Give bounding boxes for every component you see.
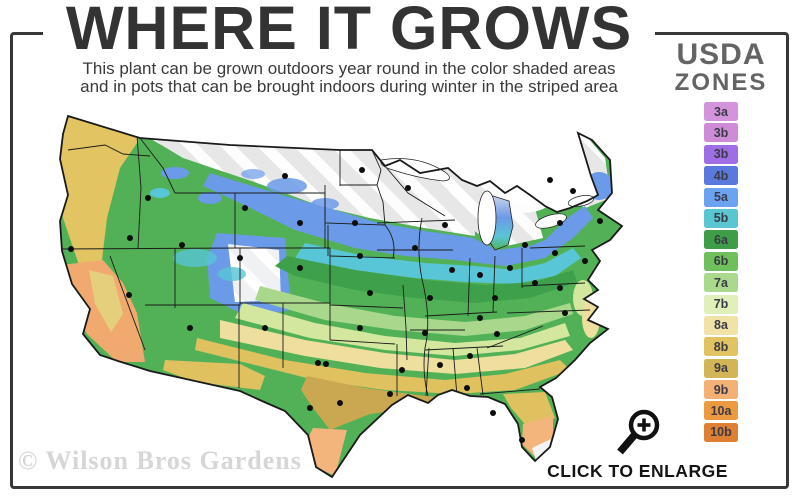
city-dot: [582, 258, 588, 264]
city-dot: [68, 246, 74, 252]
city-dot: [557, 220, 563, 226]
click-to-enlarge[interactable]: CLICK TO ENLARGE: [545, 406, 730, 482]
subtitle-line-2: and in pots that can be brought indoors …: [80, 77, 618, 96]
city-dot: [519, 437, 525, 443]
city-dots-layer: [68, 167, 603, 443]
city-dot: [145, 195, 151, 201]
city-dot: [307, 405, 313, 411]
city-dot: [127, 235, 133, 241]
lake-erie: [535, 213, 567, 229]
map-container: [25, 98, 715, 493]
city-dot: [237, 255, 243, 261]
watermark: © Wilson Bros Gardens: [18, 446, 302, 475]
enlarge-label[interactable]: CLICK TO ENLARGE: [547, 461, 728, 481]
legend-zone-7a: 7a: [704, 273, 738, 293]
city-dot: [282, 173, 288, 179]
legend-zone-3a: 3a: [704, 102, 738, 121]
legend-title-zones: ZONES: [674, 69, 768, 96]
city-dot: [442, 222, 448, 228]
city-dot: [547, 177, 553, 183]
zone-florida-tip-white: [532, 439, 551, 460]
city-dot: [427, 295, 433, 301]
legend-zone-10b: 10b: [704, 422, 738, 442]
city-dot: [179, 242, 185, 248]
zone-band-blue: [203, 173, 593, 266]
city-dot: [262, 325, 268, 331]
state-borders: [61, 135, 591, 397]
legend-zone-5b: 5b: [704, 208, 738, 228]
city-dot: [126, 292, 132, 298]
zone-band-nw-coast-yellow: [60, 116, 143, 268]
legend-zone-8b: 8b: [704, 337, 738, 357]
legend-zone-8a: 8a: [704, 315, 738, 335]
usda-zones-legend: USDA ZONES 3a 3b 3b 4b 5a 5b 6a 6b 7a 7b 8a 8b 9a 9b 1…: [660, 40, 782, 442]
zone-band-cream: [220, 320, 573, 374]
zone-south-texas-peach: [307, 428, 347, 476]
city-dot: [352, 220, 358, 226]
city-dot: [477, 272, 483, 278]
city-dot: [494, 331, 500, 337]
zone-band-yellow-green: [235, 303, 570, 356]
zone-band-pale-green: [255, 286, 573, 336]
city-dot: [570, 188, 576, 194]
city-dot: [477, 315, 483, 321]
city-dot: [467, 353, 473, 359]
city-dot: [315, 360, 321, 366]
subtitle-line-1: This plant can be grown outdoors year ro…: [82, 59, 616, 78]
page-title: WHERE IT GROWS: [65, 0, 633, 62]
zone-band-dark-green: [275, 256, 577, 303]
legend-zone-3b: 3b: [704, 144, 738, 164]
zone-band-tan: [301, 376, 473, 430]
city-dot: [412, 245, 418, 251]
legend-zone-9b: 9b: [704, 380, 738, 400]
city-dot: [562, 310, 568, 316]
city-dot: [490, 410, 496, 416]
city-dot: [399, 367, 405, 373]
legend-zone-3b: 3b: [704, 123, 738, 143]
city-dot: [507, 265, 513, 271]
city-dot: [323, 361, 329, 367]
city-dot: [437, 362, 443, 368]
zone-band-gold: [195, 338, 570, 394]
header: WHERE IT GROWS: [43, 0, 655, 62]
city-dot: [464, 385, 470, 391]
legend-title-usda: USDA: [676, 38, 766, 71]
legend-zone-7b: 7b: [704, 294, 738, 314]
lake-michigan: [477, 190, 497, 246]
legend-zone-10a: 10a: [704, 401, 738, 421]
city-dot: [337, 400, 343, 406]
city-dot: [597, 218, 603, 224]
legend-zone-5a: 5a: [704, 187, 738, 207]
city-dot: [387, 391, 393, 397]
city-dot: [557, 285, 563, 291]
legend-zone-6b: 6b: [704, 251, 738, 271]
city-dot: [297, 265, 303, 271]
legend-zone-4b: 4b: [704, 166, 738, 186]
city-dot: [522, 242, 528, 248]
zone-band-cyan: [295, 243, 581, 284]
city-dot: [367, 290, 373, 296]
us-hardiness-zone-map[interactable]: [25, 98, 715, 488]
lake-huron: [510, 184, 540, 204]
zone-chip-list: 3a 3b 3b 4b 5a 5b 6a 6b 7a 7b 8a 8b 9a 9b 10a 10b: [660, 102, 782, 442]
city-dot: [357, 325, 363, 331]
city-dot: [242, 205, 248, 211]
city-dot: [405, 185, 411, 191]
city-dot: [422, 330, 428, 336]
zone-shading-layers: [60, 116, 622, 477]
legend-zone-9a: 9a: [704, 358, 738, 378]
city-dot: [449, 267, 455, 273]
city-dot: [187, 325, 193, 331]
city-dot: [492, 295, 498, 301]
city-dot: [359, 167, 365, 173]
subtitle: This plant can be grown outdoors year ro…: [43, 60, 655, 96]
city-dot: [357, 253, 363, 259]
legend-zone-6a: 6a: [704, 230, 738, 250]
city-dot: [552, 250, 558, 256]
city-dot: [532, 280, 538, 286]
magnifier-plus-icon[interactable]: [609, 406, 667, 460]
city-dot: [297, 220, 303, 226]
